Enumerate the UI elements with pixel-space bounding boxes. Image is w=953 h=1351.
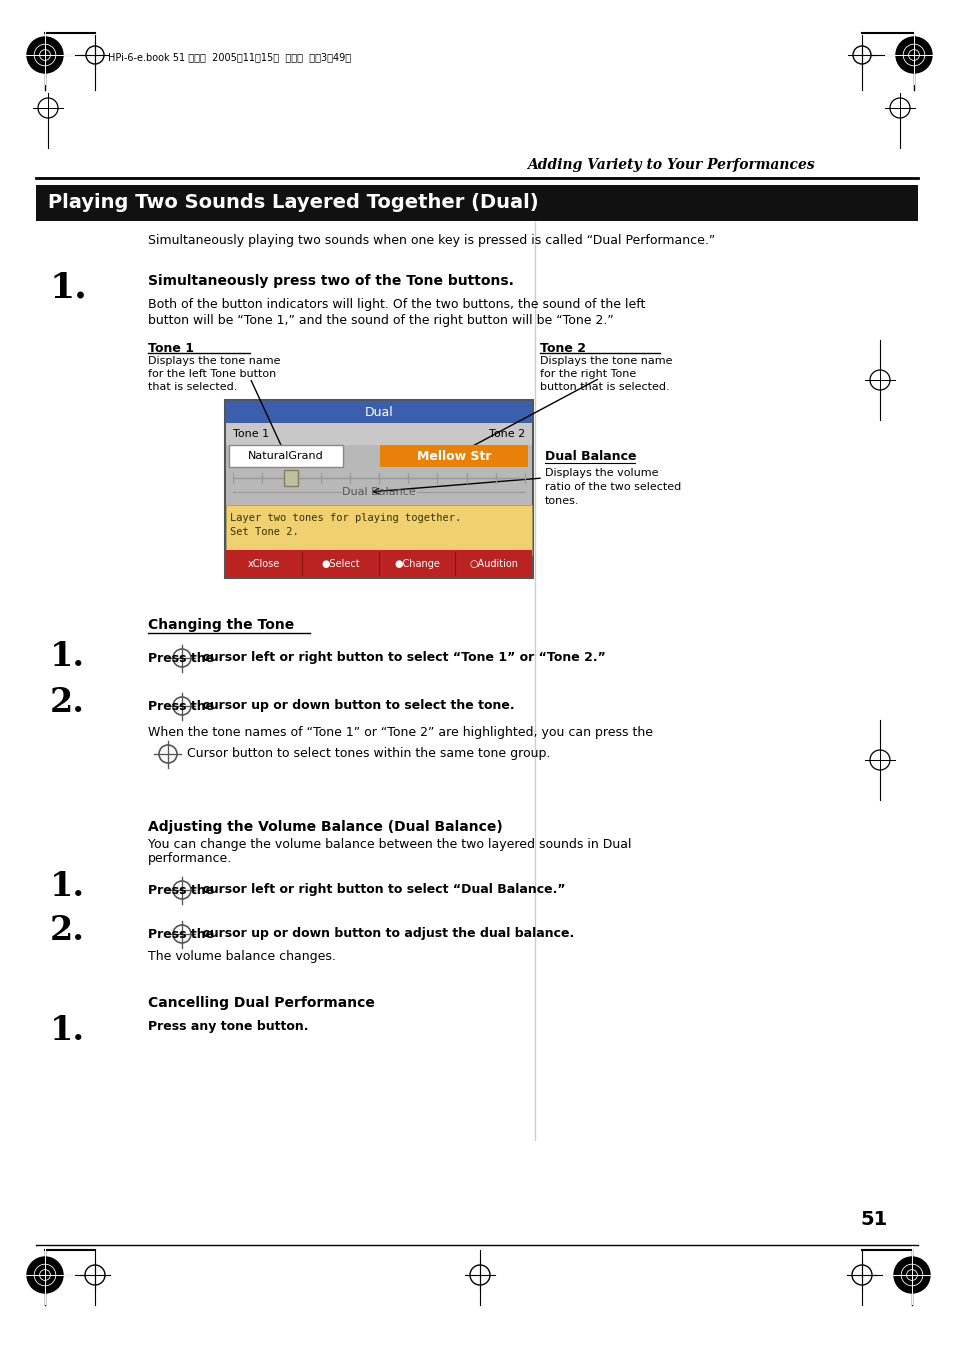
- Text: Displays the volume: Displays the volume: [544, 467, 658, 478]
- Bar: [229, 444, 343, 467]
- Text: You can change the volume balance between the two layered sounds in Dual: You can change the volume balance betwee…: [148, 838, 631, 851]
- Text: Changing the Tone: Changing the Tone: [148, 617, 294, 632]
- Circle shape: [27, 36, 63, 73]
- Text: cursor up or down button to select the tone.: cursor up or down button to select the t…: [198, 700, 514, 712]
- Text: 51: 51: [859, 1210, 886, 1229]
- Text: Adding Variety to Your Performances: Adding Variety to Your Performances: [527, 158, 814, 172]
- Text: ○Audition: ○Audition: [469, 559, 517, 569]
- Text: performance.: performance.: [148, 852, 232, 865]
- Text: Press the: Press the: [148, 700, 213, 712]
- Text: 1.: 1.: [50, 640, 85, 673]
- Circle shape: [895, 36, 931, 73]
- Text: Displays the tone name: Displays the tone name: [148, 357, 280, 366]
- Text: Adjusting the Volume Balance (Dual Balance): Adjusting the Volume Balance (Dual Balan…: [148, 820, 502, 834]
- Text: cursor left or right button to select “Tone 1” or “Tone 2.”: cursor left or right button to select “T…: [198, 651, 605, 665]
- Text: 1.: 1.: [50, 870, 85, 902]
- Text: Simultaneously press two of the Tone buttons.: Simultaneously press two of the Tone but…: [148, 274, 514, 288]
- Bar: [226, 401, 532, 423]
- Text: The volume balance changes.: The volume balance changes.: [148, 950, 335, 963]
- Text: Dual Balance: Dual Balance: [342, 486, 416, 497]
- Bar: [226, 550, 532, 577]
- Text: ●Select: ●Select: [321, 559, 359, 569]
- Text: tones.: tones.: [544, 496, 578, 507]
- Text: Both of the button indicators will light. Of the two buttons, the sound of the l: Both of the button indicators will light…: [148, 299, 644, 311]
- Text: Tone 1: Tone 1: [148, 342, 193, 355]
- Text: NaturalGrand: NaturalGrand: [248, 451, 323, 461]
- Bar: [226, 423, 532, 444]
- Text: Cursor button to select tones within the same tone group.: Cursor button to select tones within the…: [183, 747, 550, 761]
- Text: When the tone names of “Tone 1” or “Tone 2” are highlighted, you can press the: When the tone names of “Tone 1” or “Tone…: [148, 725, 652, 739]
- Text: Simultaneously playing two sounds when one key is pressed is called “Dual Perfor: Simultaneously playing two sounds when o…: [148, 234, 715, 247]
- Text: cursor up or down button to adjust the dual balance.: cursor up or down button to adjust the d…: [198, 928, 574, 940]
- Text: Cancelling Dual Performance: Cancelling Dual Performance: [148, 996, 375, 1011]
- Text: Tone 2: Tone 2: [539, 342, 585, 355]
- Text: that is selected.: that is selected.: [148, 382, 237, 392]
- Text: Layer two tones for playing together.: Layer two tones for playing together.: [230, 513, 460, 523]
- Bar: [225, 400, 533, 578]
- Text: 1.: 1.: [50, 1015, 85, 1047]
- Text: Press any tone button.: Press any tone button.: [148, 1020, 308, 1034]
- Text: Displays the tone name: Displays the tone name: [539, 357, 672, 366]
- Bar: [379, 444, 527, 467]
- Text: Mellow Str: Mellow Str: [416, 450, 491, 462]
- Circle shape: [893, 1256, 929, 1293]
- Text: for the left Tone button: for the left Tone button: [148, 369, 276, 380]
- Text: Press the: Press the: [148, 651, 213, 665]
- Text: HPi-6-e.book 51 ページ  2005年11月15日  火曜日  午後3時49分: HPi-6-e.book 51 ページ 2005年11月15日 火曜日 午後3時…: [108, 51, 351, 62]
- Text: Dual: Dual: [364, 405, 393, 419]
- Text: Tone 2: Tone 2: [488, 430, 524, 439]
- Text: 2.: 2.: [50, 915, 85, 947]
- Text: cursor left or right button to select “Dual Balance.”: cursor left or right button to select “D…: [198, 884, 565, 897]
- Text: ●Change: ●Change: [394, 559, 439, 569]
- Text: xClose: xClose: [248, 559, 280, 569]
- Bar: [226, 505, 532, 555]
- Circle shape: [27, 1256, 63, 1293]
- Text: ratio of the two selected: ratio of the two selected: [544, 482, 680, 492]
- Text: Tone 1: Tone 1: [233, 430, 269, 439]
- Text: button will be “Tone 1,” and the sound of the right button will be “Tone 2.”: button will be “Tone 1,” and the sound o…: [148, 313, 613, 327]
- Bar: [36, 185, 917, 222]
- Text: button that is selected.: button that is selected.: [539, 382, 669, 392]
- Text: Playing Two Sounds Layered Together (Dual): Playing Two Sounds Layered Together (Dua…: [48, 193, 538, 212]
- Text: Dual Balance: Dual Balance: [544, 450, 636, 463]
- Text: Set Tone 2.: Set Tone 2.: [230, 527, 298, 536]
- Text: 1.: 1.: [50, 270, 88, 304]
- Text: Press the: Press the: [148, 928, 213, 940]
- Text: 2.: 2.: [50, 686, 85, 719]
- Text: Press the: Press the: [148, 884, 213, 897]
- Text: for the right Tone: for the right Tone: [539, 369, 636, 380]
- Bar: [284, 470, 298, 486]
